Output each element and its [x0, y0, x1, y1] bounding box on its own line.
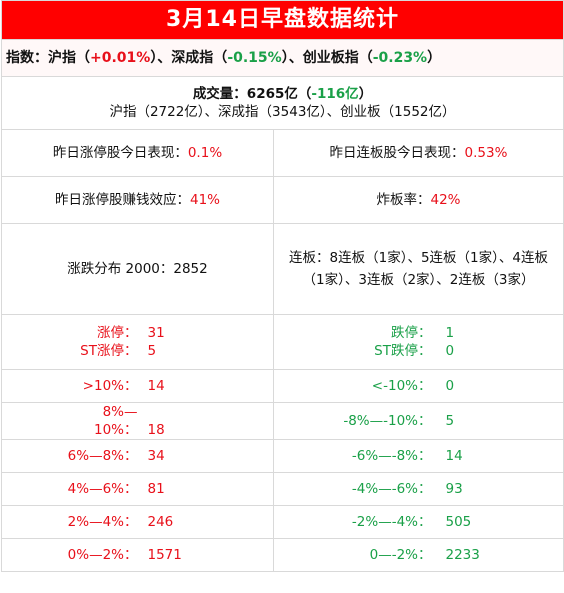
down-bucket-value: 14: [445, 448, 463, 464]
down-bucket: -8%—-10%： 5: [273, 402, 564, 440]
down-bucket-label: 0—-2%：: [369, 547, 432, 563]
st-limit-down-value: 0: [445, 343, 455, 359]
down-bucket-value: 5: [445, 413, 455, 429]
limit-up-perf-value: 0.1%: [187, 145, 223, 161]
sz-index-value: -0.15%: [227, 50, 282, 66]
money-effect: 昨日涨停股赚钱效应：41%: [1, 176, 274, 224]
volume-change: -116亿: [311, 86, 359, 102]
up-bucket: 0%—2%： 1571: [1, 538, 274, 572]
down-bucket: -6%—-8%： 14: [273, 439, 564, 473]
down-bucket-label: -2%—-4%：: [351, 514, 432, 530]
volume-row: 成交量：6265亿（-116亿） 沪指（2722亿）、深成指（3543亿）、创业…: [1, 76, 564, 130]
page-title: 3月14日早盘数据统计: [1, 0, 564, 40]
down-bucket-value: 505: [445, 514, 472, 530]
down-bucket-label: -4%—-6%：: [351, 481, 432, 497]
up-bucket: 4%—6%： 81: [1, 472, 274, 506]
consecutive-performance: 昨日连板股今日表现：0.53%: [273, 129, 564, 177]
cy-index-value: -0.23%: [372, 50, 428, 66]
limit-down-label: 跌停：: [391, 325, 432, 341]
up-bucket-label: >10%：: [82, 378, 138, 394]
volume-detail: 沪指（2722亿）、深成指（3543亿）、创业板（1552亿）: [109, 104, 456, 120]
broken-rate-value: 42%: [430, 192, 461, 208]
up-bucket-label: 4%—6%：: [67, 481, 138, 497]
limit-up-cell: 涨停： 31 ST涨停： 5: [1, 314, 274, 370]
st-limit-down-label: ST跌停：: [374, 343, 432, 359]
down-bucket-value: 93: [445, 481, 463, 497]
volume-label: 成交量：6265亿（: [192, 86, 312, 102]
broken-rate-label: 炸板率：: [376, 192, 431, 208]
down-bucket-label: -8%—-10%：: [343, 413, 432, 429]
up-bucket: 6%—8%： 34: [1, 439, 274, 473]
distribution: 涨跌分布 2000：2852: [1, 223, 274, 315]
limit-up-perf-label: 昨日涨停股今日表现：: [52, 145, 188, 161]
limit-up-value: 31: [147, 325, 165, 341]
consecutive-boards: 连板：8连板（1家）、5连板（1家）、4连板（1家）、3连板（2家）、2连板（3…: [273, 223, 564, 315]
up-bucket-value: 34: [147, 448, 165, 464]
down-bucket-label: -6%—-8%：: [351, 448, 432, 464]
sh-index-name: 沪指（: [48, 50, 90, 66]
volume-end: ）: [358, 86, 373, 102]
up-bucket-label: 2%—4%：: [67, 514, 138, 530]
broken-rate: 炸板率：42%: [273, 176, 564, 224]
down-bucket-value: 0: [445, 378, 455, 394]
stats-table: 3月14日早盘数据统计 指数：沪指（+0.01%）、深成指（-0.15%）、创业…: [1, 0, 564, 572]
indices-end: ）: [427, 50, 442, 66]
down-bucket: 0—-2%： 2233: [273, 538, 564, 572]
down-bucket-value: 2233: [445, 547, 480, 563]
indices-label: 指数：: [6, 50, 48, 66]
up-bucket-value: 14: [147, 378, 165, 394]
up-bucket-label: 0%—2%：: [67, 547, 138, 563]
sh-index-value: +0.01%: [90, 50, 151, 66]
up-bucket-value: 81: [147, 481, 165, 497]
up-bucket-label: 8%—10%：: [93, 404, 138, 438]
up-bucket-value: 18: [147, 422, 165, 438]
up-bucket: >10%： 14: [1, 369, 274, 403]
up-bucket-value: 246: [147, 514, 174, 530]
up-bucket: 2%—4%： 246: [1, 505, 274, 539]
up-bucket: 8%—10%： 18: [1, 402, 274, 440]
money-effect-label: 昨日涨停股赚钱效应：: [54, 192, 190, 208]
sz-index-name: ）、深成指（: [150, 50, 228, 66]
money-effect-value: 41%: [189, 192, 220, 208]
st-limit-up-label: ST涨停：: [80, 343, 138, 359]
consec-perf-label: 昨日连板股今日表现：: [329, 145, 465, 161]
limit-up-label: 涨停：: [97, 325, 138, 341]
indices-row: 指数：沪指（+0.01%）、深成指（-0.15%）、创业板指（-0.23%）: [1, 39, 564, 77]
down-bucket: <-10%： 0: [273, 369, 564, 403]
limit-down-value: 1: [445, 325, 455, 341]
limit-down-cell: 跌停： 1 ST跌停： 0: [273, 314, 564, 370]
st-limit-up-value: 5: [147, 343, 157, 359]
up-bucket-value: 1571: [147, 547, 182, 563]
cy-index-name: ）、创业板指（: [281, 50, 373, 66]
down-bucket: -4%—-6%： 93: [273, 472, 564, 506]
down-bucket-label: <-10%：: [371, 378, 432, 394]
limit-up-performance: 昨日涨停股今日表现：0.1%: [1, 129, 274, 177]
up-bucket-label: 6%—8%：: [67, 448, 138, 464]
down-bucket: -2%—-4%： 505: [273, 505, 564, 539]
consec-perf-value: 0.53%: [464, 145, 508, 161]
